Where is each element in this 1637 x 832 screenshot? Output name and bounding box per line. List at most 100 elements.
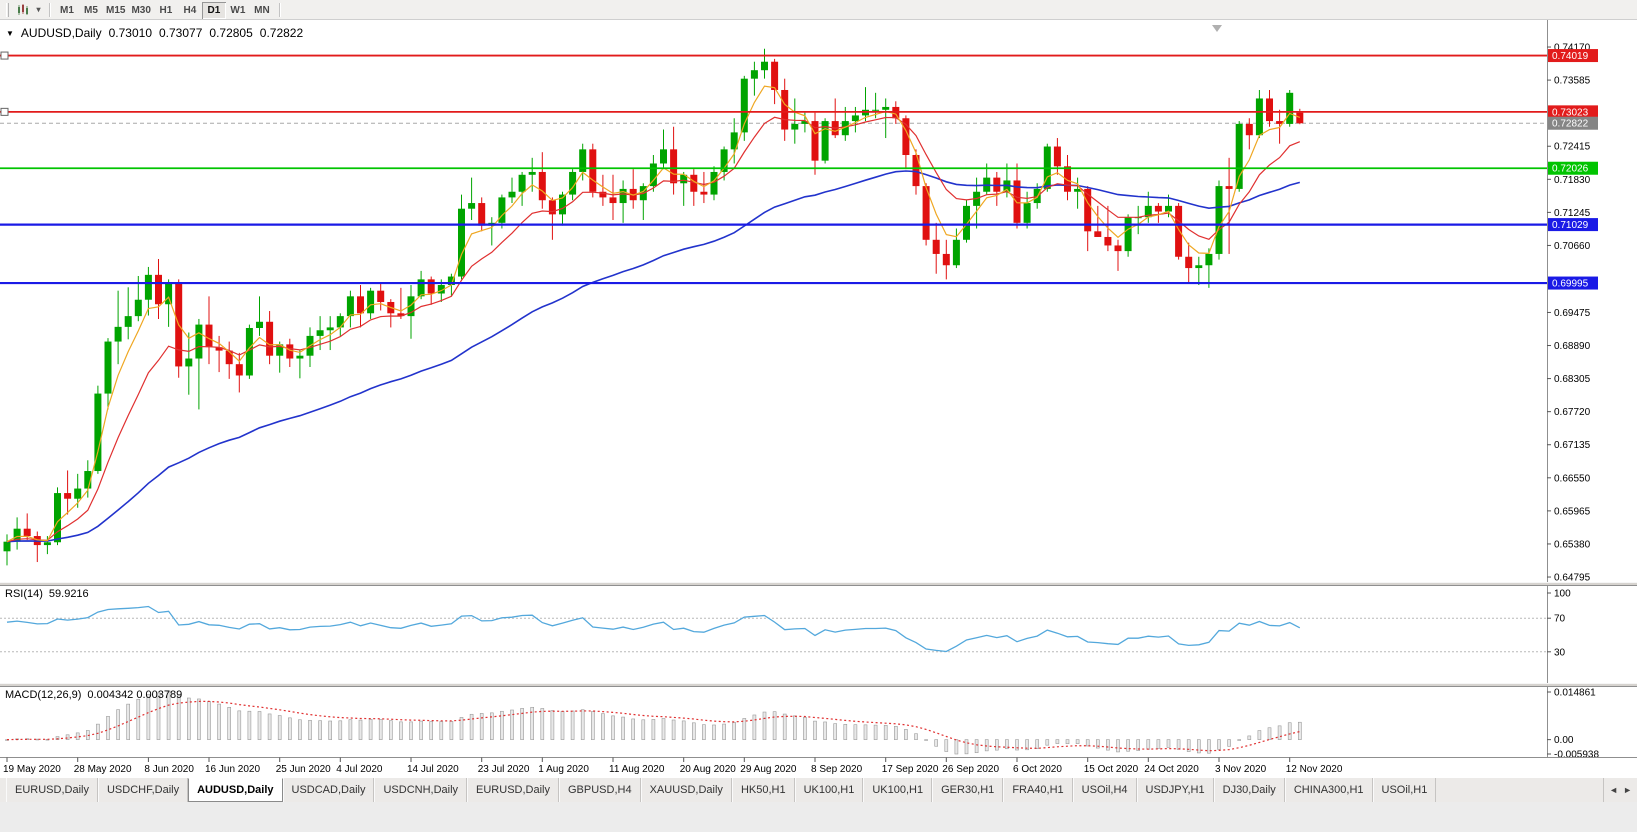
toolbar-grip[interactable] bbox=[6, 2, 9, 17]
macd-splitter bbox=[0, 683, 1637, 687]
ohlc-header: ▼ AUDUSD,Daily 0.73010 0.73077 0.72805 0… bbox=[6, 26, 303, 40]
timeframe-button-m5[interactable]: M5 bbox=[84, 5, 98, 16]
timeframe-button-w1[interactable]: W1 bbox=[230, 5, 246, 16]
candlestick-chart-icon[interactable] bbox=[13, 1, 33, 18]
svg-text:0.69995: 0.69995 bbox=[1552, 279, 1589, 290]
svg-text:0.72822: 0.72822 bbox=[1552, 119, 1589, 130]
svg-text:1 Aug 2020: 1 Aug 2020 bbox=[538, 764, 589, 775]
svg-text:0.65380: 0.65380 bbox=[1554, 539, 1591, 550]
timeframe-button-h4[interactable]: H4 bbox=[183, 5, 197, 16]
svg-text:17 Sep 2020: 17 Sep 2020 bbox=[882, 764, 939, 775]
toolbar-separator bbox=[278, 2, 280, 17]
low-value: 0.72805 bbox=[209, 26, 253, 40]
price-badge-0.71029 bbox=[1548, 218, 1598, 232]
tabs-scroll-left-icon[interactable]: ◄ bbox=[1609, 785, 1619, 795]
chart-shift-marker-icon[interactable] bbox=[1212, 25, 1222, 32]
ma-line-fast bbox=[6, 85, 1301, 543]
svg-text:0.65965: 0.65965 bbox=[1554, 506, 1591, 517]
rsi-name: RSI(14) bbox=[5, 588, 43, 600]
svg-text:70: 70 bbox=[1554, 614, 1566, 625]
price-axis: 0.74170 0.73585 0.72415 0.71830 0.71245 0.706… bbox=[1547, 20, 1598, 757]
svg-text:30: 30 bbox=[1554, 647, 1566, 658]
svg-text:8 Jun 2020: 8 Jun 2020 bbox=[144, 764, 194, 775]
svg-text:0.69475: 0.69475 bbox=[1554, 308, 1591, 319]
chart-tab-usdchf-daily[interactable]: USDCHF,Daily bbox=[97, 778, 189, 802]
svg-text:11 Aug 2020: 11 Aug 2020 bbox=[609, 764, 665, 775]
price-badge-0.72822 bbox=[1548, 116, 1598, 130]
macd-pane bbox=[5, 690, 1302, 755]
price-badge-0.74019 bbox=[1548, 49, 1598, 63]
chart-icon bbox=[17, 3, 28, 15]
svg-text:4 Jul 2020: 4 Jul 2020 bbox=[336, 764, 383, 775]
chart-tab-china300-h1[interactable]: CHINA300,H1 bbox=[1284, 778, 1373, 802]
svg-text:0.71245: 0.71245 bbox=[1554, 208, 1591, 219]
svg-text:16 Jun 2020: 16 Jun 2020 bbox=[205, 764, 260, 775]
chart-tab-xauusd-daily[interactable]: XAUUSD,Daily bbox=[640, 778, 732, 802]
chart-tab-fra40-h1[interactable]: FRA40,H1 bbox=[1003, 778, 1073, 802]
svg-text:0.68305: 0.68305 bbox=[1554, 374, 1591, 385]
chart-tabbar: EURUSD,Daily USDCHF,Daily AUDUSD,Daily USDC… bbox=[0, 778, 1637, 802]
chart-tab-gbpusd-h4[interactable]: GBPUSD,H4 bbox=[559, 778, 641, 802]
timeframe-button-m1[interactable]: M1 bbox=[60, 5, 74, 16]
chart-tab-audusd-daily[interactable]: AUDUSD,Daily bbox=[188, 778, 283, 802]
svg-text:0.74170: 0.74170 bbox=[1554, 43, 1591, 54]
svg-text:0.72026: 0.72026 bbox=[1552, 164, 1589, 175]
chevron-down-icon[interactable]: ▾ bbox=[36, 5, 41, 14]
svg-text:29 Aug 2020: 29 Aug 2020 bbox=[740, 764, 797, 775]
rsi-label: RSI(14) 59.9216 bbox=[5, 588, 89, 600]
svg-text:0.64795: 0.64795 bbox=[1554, 573, 1591, 584]
close-value: 0.72822 bbox=[259, 26, 304, 40]
macd-axis: 0.014861 0.00 -0.005938 bbox=[1547, 688, 1599, 761]
price-badge-0.69995 bbox=[1548, 276, 1598, 290]
svg-text:19 May 2020: 19 May 2020 bbox=[3, 764, 61, 775]
rsi-value: 59.9216 bbox=[48, 588, 89, 600]
rsi-line bbox=[6, 605, 1301, 653]
chart-tab-usoil-h4[interactable]: USOil,H4 bbox=[1072, 778, 1137, 802]
open-value: 0.73010 bbox=[108, 26, 152, 40]
svg-text:0.014861: 0.014861 bbox=[1554, 688, 1596, 699]
svg-text:28 May 2020: 28 May 2020 bbox=[74, 764, 132, 775]
svg-text:0.67135: 0.67135 bbox=[1554, 440, 1591, 451]
chart-tab-eurusd-daily[interactable]: EURUSD,Daily bbox=[6, 778, 98, 802]
svg-text:6 Oct 2020: 6 Oct 2020 bbox=[1013, 764, 1062, 775]
chart-tab-uk100-h1[interactable]: UK100,H1 bbox=[863, 778, 933, 802]
chart-tab-uk100-h1[interactable]: UK100,H1 bbox=[794, 778, 864, 802]
price-badge-0.72026 bbox=[1548, 161, 1598, 175]
tabs-scroll-right-icon[interactable]: ► bbox=[1623, 785, 1632, 795]
timeframe-button-d1[interactable]: D1 bbox=[201, 2, 226, 19]
chart-tab-usdjpy-h1[interactable]: USDJPY,H1 bbox=[1136, 778, 1214, 802]
chart-tab-dj30-daily[interactable]: DJ30,Daily bbox=[1213, 778, 1285, 802]
chart-tab-hk50-h1[interactable]: HK50,H1 bbox=[731, 778, 795, 802]
svg-text:3 Nov 2020: 3 Nov 2020 bbox=[1215, 764, 1267, 775]
chart-tab-usoil-h1[interactable]: USOil,H1 bbox=[1372, 778, 1437, 802]
timeframe-button-m15[interactable]: M15 bbox=[106, 5, 126, 16]
timeframe-button-mn[interactable]: MN bbox=[254, 5, 270, 16]
chart-tab-eurusd-daily[interactable]: EURUSD,Daily bbox=[467, 778, 559, 802]
timeframe-button-m30[interactable]: M30 bbox=[131, 5, 151, 16]
svg-text:12 Nov 2020: 12 Nov 2020 bbox=[1286, 764, 1343, 775]
price-chart[interactable]: 0.74170 0.73585 0.72415 0.71830 0.71245 0.706… bbox=[0, 20, 1637, 778]
chart-tab-ger30-h1[interactable]: GER30,H1 bbox=[932, 778, 1004, 802]
timeframe-button-h1[interactable]: H1 bbox=[159, 5, 173, 16]
timeframe-toolbar: ▾ M1 M5 M15 M30 H1 H4 D1 W1 MN bbox=[0, 0, 1637, 20]
svg-text:-0.005938: -0.005938 bbox=[1554, 750, 1599, 761]
chart-tab-usdcad-daily[interactable]: USDCAD,Daily bbox=[282, 778, 375, 802]
line-handle bbox=[0, 107, 9, 116]
svg-text:14 Jul 2020: 14 Jul 2020 bbox=[407, 764, 459, 775]
svg-text:25 Jun 2020: 25 Jun 2020 bbox=[276, 764, 331, 775]
moving-averages bbox=[6, 85, 1301, 543]
svg-text:0.68890: 0.68890 bbox=[1554, 341, 1591, 352]
line-handle bbox=[0, 51, 9, 60]
rsi-splitter bbox=[0, 582, 1637, 586]
chart-tab-usdcnh-daily[interactable]: USDCNH,Daily bbox=[374, 778, 468, 802]
chart-window: 0.74170 0.73585 0.72415 0.71830 0.71245 0.706… bbox=[0, 20, 1637, 778]
svg-text:0.70660: 0.70660 bbox=[1554, 241, 1591, 252]
ma-line-medium bbox=[6, 116, 1301, 543]
svg-text:100: 100 bbox=[1554, 589, 1571, 600]
svg-text:0.71029: 0.71029 bbox=[1552, 220, 1589, 231]
svg-text:26 Sep 2020: 26 Sep 2020 bbox=[942, 764, 999, 775]
macd-signal-line bbox=[6, 700, 1300, 752]
chart-tabs: EURUSD,Daily USDCHF,Daily AUDUSD,Daily USDC… bbox=[6, 778, 1437, 802]
svg-text:15 Oct 2020: 15 Oct 2020 bbox=[1084, 764, 1139, 775]
